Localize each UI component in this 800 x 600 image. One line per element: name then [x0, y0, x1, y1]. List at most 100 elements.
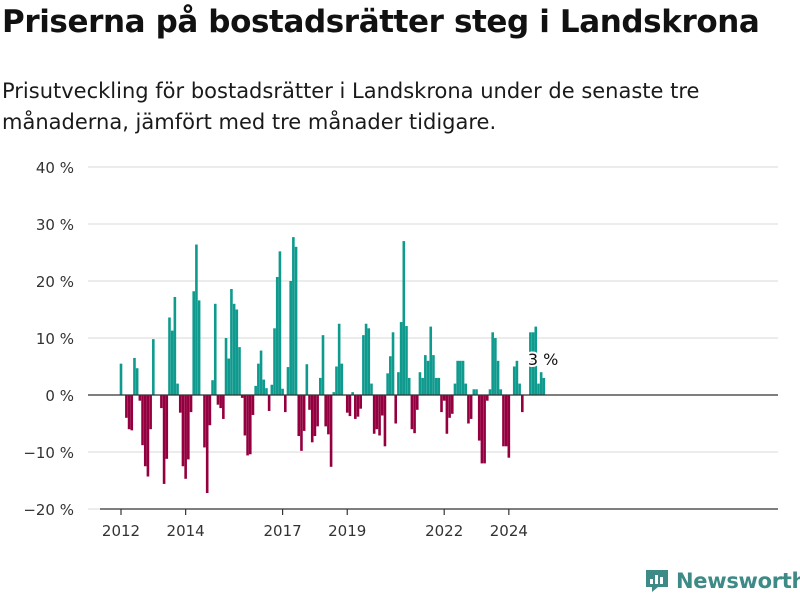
bar	[391, 332, 395, 395]
bar	[119, 363, 123, 395]
y-tick-label: 40 %	[36, 159, 74, 177]
bar	[127, 395, 131, 430]
bar	[211, 380, 214, 395]
bar	[292, 237, 295, 395]
bar	[370, 383, 373, 395]
bar	[246, 395, 249, 456]
bar	[432, 355, 435, 395]
bar	[480, 395, 484, 464]
y-tick-label: −10 %	[23, 444, 74, 462]
bar	[437, 377, 441, 395]
y-tick-label: 10 %	[36, 330, 74, 348]
bar	[345, 395, 349, 413]
bar	[135, 368, 139, 395]
bar	[278, 251, 282, 395]
bar	[354, 395, 357, 419]
x-tick-label: 2024	[490, 522, 528, 540]
bar	[238, 347, 241, 395]
bar	[208, 395, 212, 426]
bar	[397, 372, 400, 395]
bar	[289, 281, 292, 395]
bar	[308, 395, 311, 410]
bar	[539, 372, 543, 395]
y-tick-label: 20 %	[36, 273, 74, 291]
bar	[197, 300, 201, 395]
bar	[521, 395, 524, 413]
bar	[195, 244, 198, 395]
bar	[356, 395, 360, 417]
bar	[502, 395, 505, 447]
bar	[459, 360, 462, 395]
bar	[324, 395, 327, 427]
bar	[378, 395, 381, 436]
bar	[415, 395, 419, 410]
bar	[316, 395, 319, 427]
bar	[469, 395, 473, 419]
bar	[515, 360, 519, 395]
bar	[270, 384, 274, 395]
bar	[286, 367, 290, 395]
bar	[143, 395, 147, 467]
bar	[302, 395, 306, 431]
bar	[219, 395, 222, 409]
bar	[235, 309, 239, 395]
bar	[402, 241, 406, 395]
bar	[496, 360, 500, 395]
bar	[337, 323, 341, 395]
bar	[310, 395, 314, 443]
bar	[149, 395, 152, 430]
bar	[456, 360, 459, 395]
bar	[442, 395, 446, 401]
bar	[152, 339, 155, 395]
bar	[364, 323, 368, 395]
bar	[448, 395, 451, 418]
x-tick-label: 2014	[167, 522, 205, 540]
bar	[542, 377, 546, 395]
bar	[294, 246, 298, 395]
bar	[418, 372, 422, 395]
bar	[434, 377, 438, 395]
bar	[141, 395, 144, 446]
bar	[305, 364, 309, 395]
bar	[405, 326, 408, 395]
newsworthy-logo-icon	[646, 570, 668, 592]
bar	[313, 395, 317, 437]
bar	[407, 377, 411, 395]
bar	[297, 395, 301, 437]
bar	[453, 383, 457, 395]
bar	[170, 330, 174, 395]
bar	[488, 389, 492, 395]
bar	[230, 288, 233, 395]
bar	[380, 395, 384, 416]
bar	[257, 363, 260, 395]
bar	[375, 395, 379, 430]
bar	[216, 395, 220, 405]
x-tick-label: 2019	[328, 522, 366, 540]
bar	[133, 357, 136, 395]
bar	[529, 332, 532, 395]
bar	[359, 395, 363, 409]
chart-title: Priserna på bostadsrätter steg i Landskr…	[2, 4, 760, 40]
bar	[383, 395, 387, 447]
bar	[467, 395, 470, 424]
bar	[262, 379, 266, 395]
bar	[491, 332, 494, 395]
bar	[372, 395, 376, 434]
brand[interactable]: Newsworthy	[644, 568, 800, 594]
bar	[213, 303, 217, 395]
bar	[362, 335, 365, 395]
bar	[248, 395, 252, 455]
bar	[386, 373, 389, 395]
bar	[483, 395, 486, 464]
bar	[421, 377, 424, 395]
bar	[176, 383, 179, 395]
bar	[146, 395, 150, 477]
bar	[283, 395, 287, 413]
bar	[259, 350, 263, 395]
bar	[189, 395, 193, 413]
bar	[518, 383, 521, 395]
bar	[168, 317, 171, 395]
x-tick-label: 2012	[102, 522, 140, 540]
bar	[267, 395, 271, 411]
bar	[485, 395, 489, 401]
